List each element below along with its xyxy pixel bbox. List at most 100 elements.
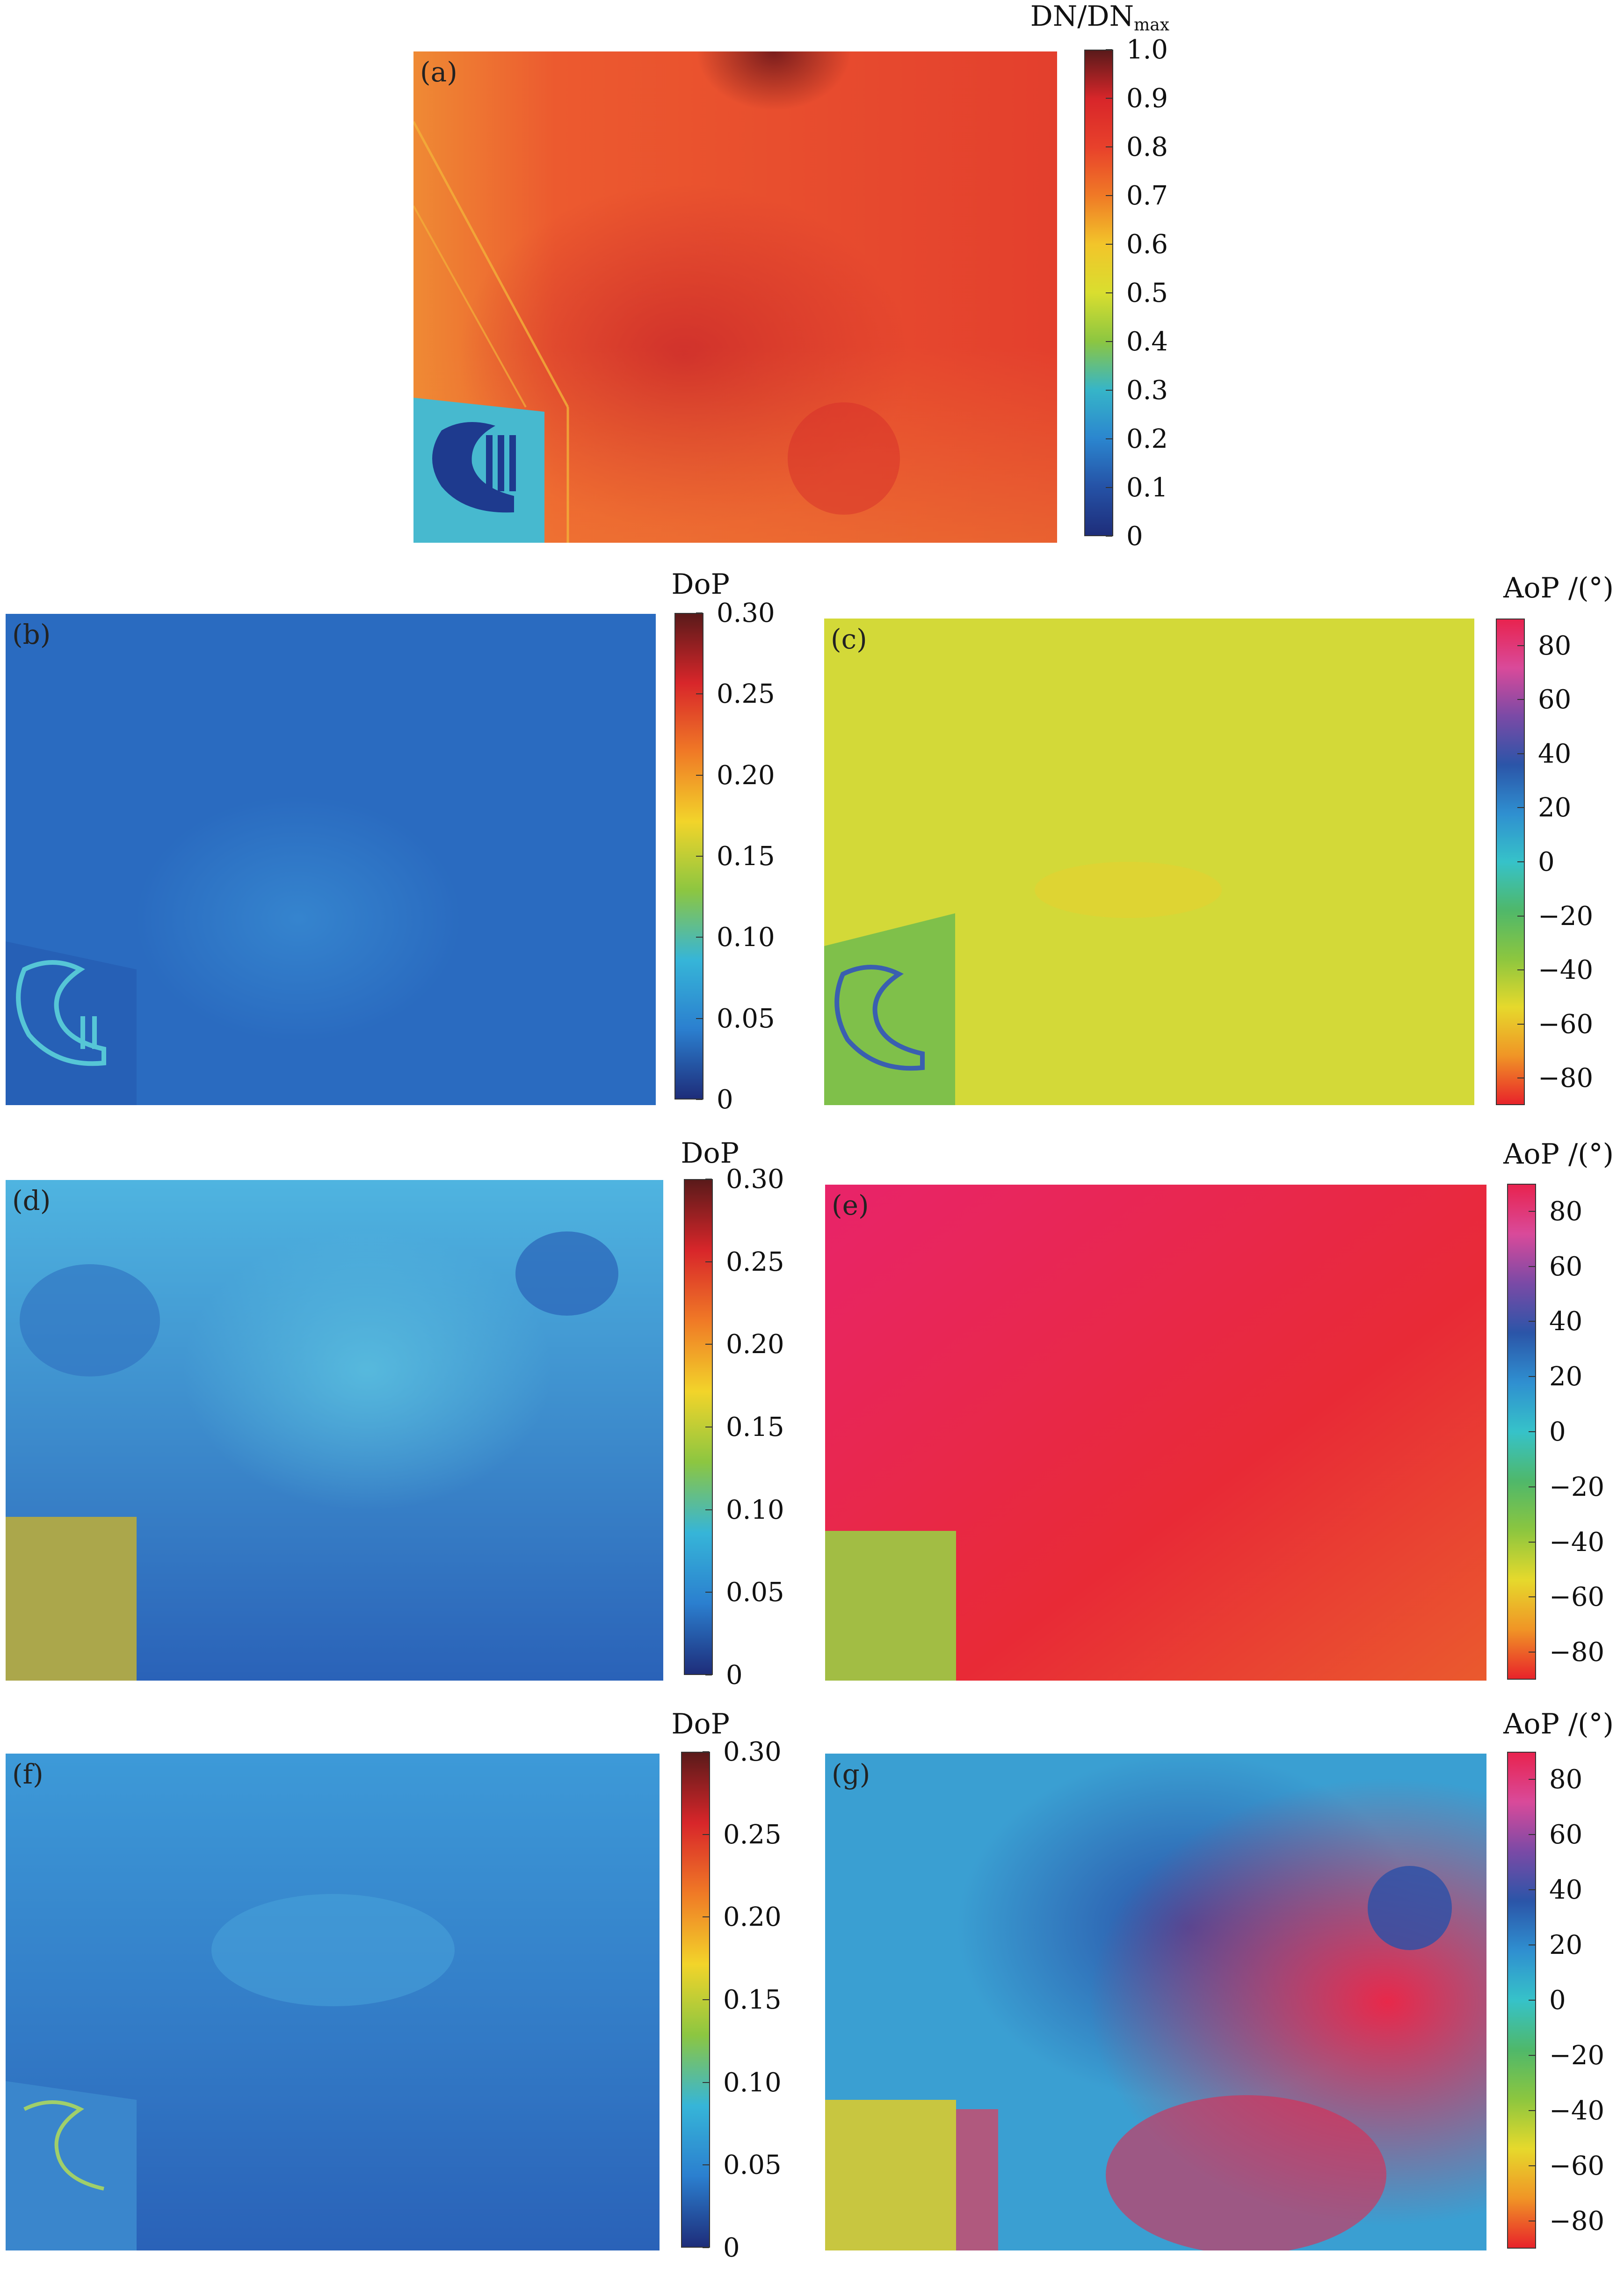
colorbar-g-tick-label: 60 — [1549, 1820, 1583, 1850]
colorbar-g-title: AoP /(°) — [1503, 1708, 1614, 1740]
colorbar-f-tick-mark — [703, 1751, 709, 1752]
colorbar-a-tick-label: 0.2 — [1126, 424, 1168, 454]
colorbar-e-tick-label: −60 — [1549, 1582, 1605, 1613]
colorbar-g-tick-mark — [1529, 2110, 1535, 2111]
colorbar-b-title-main: DoP — [671, 568, 730, 601]
colorbar-e-tick-mark — [1529, 1376, 1535, 1377]
colorbar-e-tick-mark — [1529, 1266, 1535, 1267]
colorbar-f-tick-label: 0 — [723, 2233, 740, 2263]
colorbar-d-tick-label: 0.25 — [726, 1246, 784, 1277]
colorbar-a-tick-label: 0.7 — [1126, 181, 1168, 211]
colorbar-f-tick-label: 0.30 — [723, 1737, 782, 1767]
panel-b-label: (b) — [12, 619, 51, 650]
colorbar-d-title-main: DoP — [681, 1137, 739, 1170]
colorbar-c-tick-label: −60 — [1538, 1009, 1594, 1040]
colorbar-c-tick-label: 40 — [1538, 738, 1572, 769]
colorbar-c-tick-mark — [1517, 753, 1524, 754]
colorbar-a-tick-mark — [1106, 487, 1112, 488]
colorbar-b-tick-mark — [696, 1018, 703, 1019]
panel-f-label: (f) — [12, 1758, 44, 1790]
colorbar-f-tick-label: 0.05 — [723, 2150, 782, 2181]
colorbar-c-tick-label: −20 — [1538, 901, 1594, 932]
colorbar-b-tick-label: 0.10 — [717, 922, 775, 953]
colorbar-c-tick-label: −80 — [1538, 1063, 1594, 1094]
colorbar-g-tick-mark — [1529, 2000, 1535, 2001]
colorbar-e-tick-label: 0 — [1549, 1417, 1566, 1447]
colorbar-a-tick-label: 0.5 — [1126, 278, 1168, 308]
panel-e-image: (e) — [825, 1185, 1486, 1681]
colorbar-c-tick-label: 60 — [1538, 685, 1572, 715]
colorbar-g-tick-mark — [1529, 2165, 1535, 2166]
colorbar-a-tick-label: 0.3 — [1126, 375, 1168, 406]
colorbar-c-tick-mark — [1517, 915, 1524, 917]
colorbar-g-tick-label: 40 — [1549, 1875, 1583, 1905]
colorbar-e-title-main: AoP /(°) — [1503, 1138, 1614, 1171]
colorbar-c-tick-mark — [1517, 969, 1524, 971]
colorbar-f-tick-mark — [703, 2164, 709, 2166]
colorbar-c-tick-mark — [1517, 699, 1524, 700]
colorbar-a-title: DN/DNmax — [1030, 0, 1169, 35]
colorbar-d-tick-label: 0.15 — [726, 1412, 784, 1442]
colorbar-a-tick-label: 0.6 — [1126, 229, 1168, 260]
colorbar-a-tick-mark — [1106, 292, 1112, 293]
colorbar-b-tick-mark — [696, 856, 703, 857]
colorbar-b-tick-mark — [696, 937, 703, 938]
colorbar-e-tick-label: 40 — [1549, 1306, 1583, 1337]
colorbar-f-tick-mark — [703, 2247, 709, 2248]
colorbar-d-title: DoP — [681, 1137, 739, 1170]
colorbar-a-tick-label: 0 — [1126, 521, 1143, 552]
colorbar-g-tick-label: 80 — [1549, 1764, 1583, 1795]
panel-g-label: (g) — [832, 1758, 870, 1790]
colorbar-b-tick-label: 0.25 — [717, 679, 775, 710]
colorbar-g-tick-label: −80 — [1549, 2206, 1605, 2236]
colorbar-f-tick-mark — [703, 1999, 709, 2000]
colorbar-g-tick-mark — [1529, 1889, 1535, 1890]
colorbar-b-tick-label: 0 — [717, 1085, 733, 1115]
colorbar-a-tick-label: 0.8 — [1126, 132, 1168, 162]
colorbar-f-tick-label: 0.15 — [723, 1985, 782, 2015]
panel-b-image: (b) — [6, 614, 656, 1105]
panel-c-label: (c) — [831, 623, 867, 655]
colorbar-b-tick-label: 0.15 — [717, 841, 775, 872]
panel-g-image: (g) — [825, 1754, 1486, 2250]
colorbar-a-tick-mark — [1106, 49, 1112, 50]
colorbar-a-tick-mark — [1106, 98, 1112, 99]
colorbar-f-title-main: DoP — [671, 1708, 730, 1740]
colorbar-g-tick-mark — [1529, 2055, 1535, 2056]
colorbar-b-tick-label: 0.30 — [717, 598, 775, 628]
colorbar-d-tick-label: 0.20 — [726, 1329, 784, 1360]
colorbar-d-tick-mark — [705, 1179, 712, 1180]
colorbar-c-tick-label: 80 — [1538, 630, 1572, 661]
colorbar-a-tick-label: 0.9 — [1126, 83, 1168, 114]
colorbar-a-tick-mark — [1106, 341, 1112, 342]
colorbar-g-tick-label: −60 — [1549, 2151, 1605, 2181]
colorbar-d-tick-label: 0.10 — [726, 1494, 784, 1525]
colorbar-f-tick-label: 0.10 — [723, 2067, 782, 2098]
colorbar-d-tick-label: 0 — [726, 1660, 743, 1690]
colorbar-c-tick-mark — [1517, 645, 1524, 646]
colorbar-d-tick-label: 0.05 — [726, 1577, 784, 1608]
colorbar-c-tick-label: 0 — [1538, 847, 1555, 877]
colorbar-a-tick-mark — [1106, 244, 1112, 245]
colorbar-b-tick-mark — [696, 1099, 703, 1100]
panel-a-image: (a) — [413, 51, 1057, 543]
colorbar-g-tick-label: 20 — [1549, 1930, 1583, 1960]
colorbar-g-tick-mark — [1529, 1779, 1535, 1780]
colorbar-e-tick-label: 20 — [1549, 1362, 1583, 1392]
panel-f-image: (f) — [6, 1754, 660, 2250]
colorbar-a-tick-mark — [1106, 195, 1112, 196]
panel-d-label: (d) — [12, 1185, 51, 1216]
colorbar-b-tick-mark — [696, 774, 703, 776]
colorbar-b-tick-mark — [696, 693, 703, 695]
colorbar-f-tick-mark — [703, 1916, 709, 1918]
colorbar-c-tick-mark — [1517, 807, 1524, 808]
colorbar-g-tick-label: 0 — [1549, 1985, 1566, 2016]
panel-d-image: (d) — [6, 1180, 663, 1681]
colorbar-c-title: AoP /(°) — [1503, 572, 1614, 604]
colorbar-a-title-main: DN/DN — [1030, 0, 1134, 33]
colorbar-e-tick-mark — [1529, 1431, 1535, 1432]
colorbar-a-tick-label: 0.4 — [1126, 327, 1168, 357]
panel-a-label: (a) — [420, 56, 457, 88]
panel-c-image: (c) — [824, 619, 1474, 1105]
colorbar-a-tick-label: 1.0 — [1126, 35, 1168, 65]
